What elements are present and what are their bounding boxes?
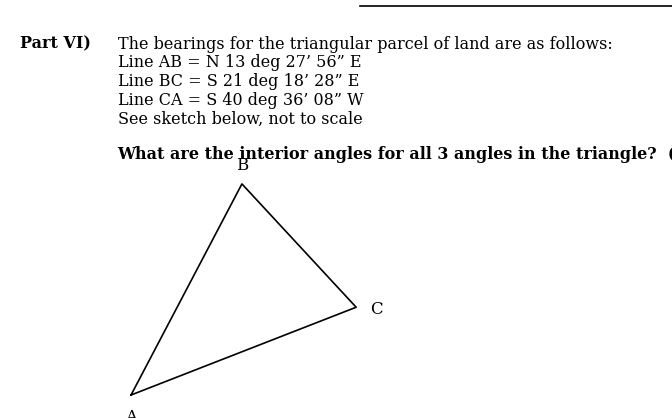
Text: Line BC = S 21 deg 18’ 28” E: Line BC = S 21 deg 18’ 28” E: [118, 73, 359, 90]
Text: Part VI): Part VI): [20, 36, 91, 53]
Text: See sketch below, not to scale: See sketch below, not to scale: [118, 111, 362, 128]
Text: A: A: [125, 410, 137, 418]
Text: What are the interior angles for all 3 angles in the triangle?  (30 points): What are the interior angles for all 3 a…: [118, 146, 672, 163]
Text: Line AB = N 13 deg 27’ 56” E: Line AB = N 13 deg 27’ 56” E: [118, 54, 361, 71]
Text: C: C: [370, 301, 382, 318]
Text: B: B: [236, 157, 248, 173]
Text: The bearings for the triangular parcel of land are as follows:: The bearings for the triangular parcel o…: [118, 36, 612, 53]
Text: Line CA = S 40 deg 36’ 08” W: Line CA = S 40 deg 36’ 08” W: [118, 92, 364, 109]
